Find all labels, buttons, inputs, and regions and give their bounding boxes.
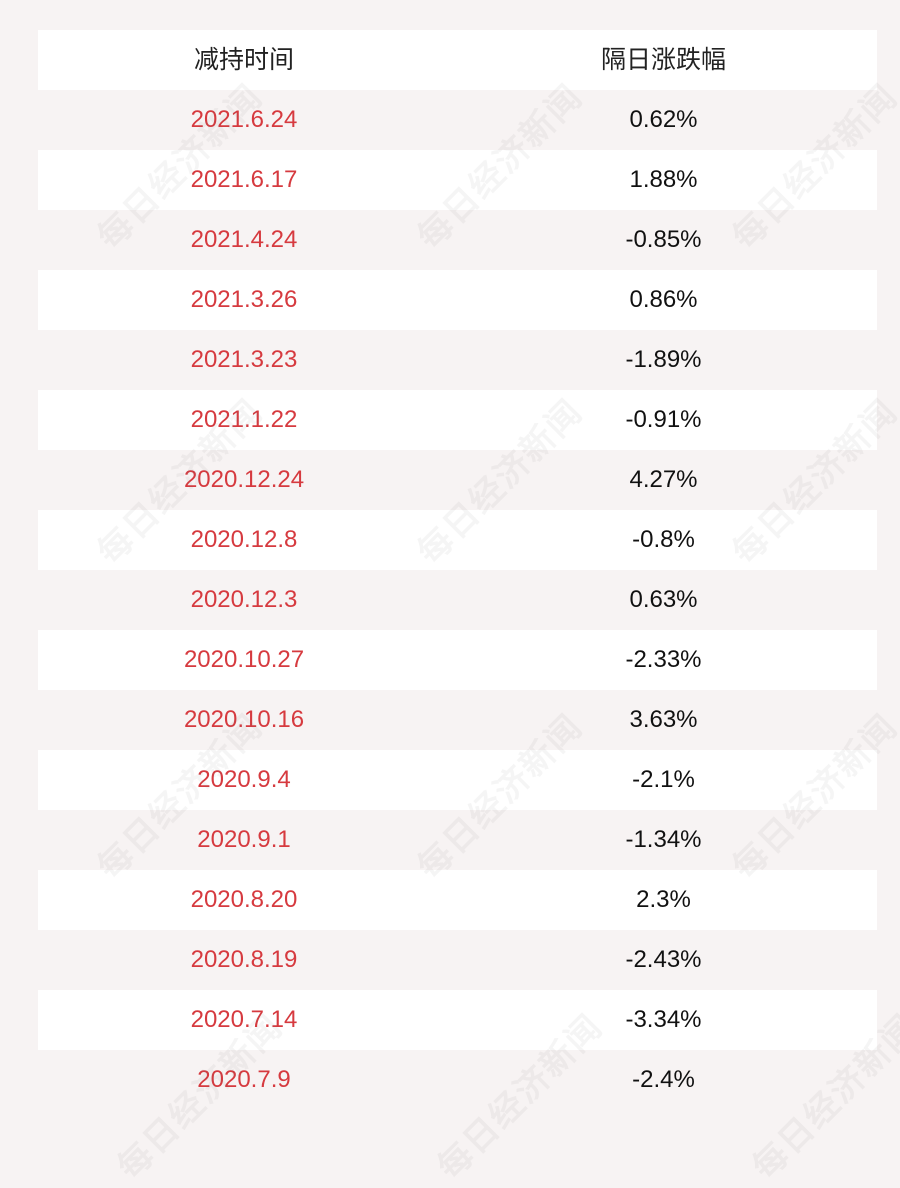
date-cell: 2021.4.24 — [190, 226, 298, 253]
change-cell: -2.1% — [632, 766, 695, 793]
table-row: 2020.12.24 4.27% — [38, 450, 877, 510]
date-cell: 2021.6.17 — [190, 166, 298, 193]
change-cell: -2.33% — [625, 646, 702, 673]
date-cell: 2020.12.24 — [183, 466, 305, 493]
date-cell: 2021.1.22 — [190, 406, 298, 433]
date-cell: 2020.9.4 — [197, 766, 291, 793]
change-cell: -0.8% — [632, 526, 695, 553]
change-cell: -3.34% — [625, 1006, 702, 1033]
table-row: 2021.6.17 1.88% — [38, 150, 877, 210]
date-cell: 2020.10.16 — [183, 706, 305, 733]
date-cell: 2021.3.23 — [190, 346, 298, 373]
date-cell: 2020.12.3 — [190, 586, 298, 613]
date-cell: 2020.12.8 — [190, 526, 298, 553]
table-row: 2020.7.9 -2.4% — [38, 1050, 877, 1110]
table-row: 2021.6.24 0.62% — [38, 90, 877, 150]
table-row: 2021.4.24 -0.85% — [38, 210, 877, 270]
table-row: 2020.10.16 3.63% — [38, 690, 877, 750]
date-cell: 2021.6.24 — [190, 106, 298, 133]
change-cell: -2.43% — [625, 946, 702, 973]
change-cell: -1.34% — [625, 826, 702, 853]
change-cell: 2.3% — [636, 886, 691, 913]
table-row: 2020.7.14 -3.34% — [38, 990, 877, 1050]
header-change: 隔日涨跌幅 — [600, 46, 726, 74]
change-cell: -0.85% — [625, 226, 702, 253]
table-row: 2020.12.3 0.63% — [38, 570, 877, 630]
date-cell: 2020.8.20 — [190, 886, 298, 913]
change-cell: 3.63% — [629, 706, 698, 733]
table-row: 2021.3.23 -1.89% — [38, 330, 877, 390]
table-header-row: 减持时间 隔日涨跌幅 — [38, 30, 877, 90]
change-cell: 4.27% — [629, 466, 698, 493]
date-cell: 2020.7.14 — [190, 1006, 298, 1033]
change-cell: 0.62% — [629, 106, 698, 133]
change-cell: -1.89% — [625, 346, 702, 373]
table-row: 2020.10.27 -2.33% — [38, 630, 877, 690]
change-cell: 1.88% — [629, 166, 698, 193]
table-row: 2020.8.19 -2.43% — [38, 930, 877, 990]
date-cell: 2020.8.19 — [190, 946, 298, 973]
table-row: 2020.9.4 -2.1% — [38, 750, 877, 810]
date-cell: 2020.9.1 — [197, 826, 291, 853]
change-cell: 0.63% — [629, 586, 698, 613]
date-cell: 2020.7.9 — [197, 1066, 291, 1093]
table-row: 2020.9.1 -1.34% — [38, 810, 877, 870]
date-cell: 2021.3.26 — [190, 286, 298, 313]
change-cell: 0.86% — [629, 286, 698, 313]
table-row: 2020.12.8 -0.8% — [38, 510, 877, 570]
change-cell: -0.91% — [625, 406, 702, 433]
table-row: 2020.8.20 2.3% — [38, 870, 877, 930]
table-row: 2021.1.22 -0.91% — [38, 390, 877, 450]
header-date: 减持时间 — [193, 46, 294, 74]
change-cell: -2.4% — [632, 1066, 695, 1093]
table-row: 2021.3.26 0.86% — [38, 270, 877, 330]
data-table: 减持时间 隔日涨跌幅 2021.6.24 0.62% 2021.6.17 1.88% 2… — [38, 30, 877, 1110]
date-cell: 2020.10.27 — [183, 646, 305, 673]
